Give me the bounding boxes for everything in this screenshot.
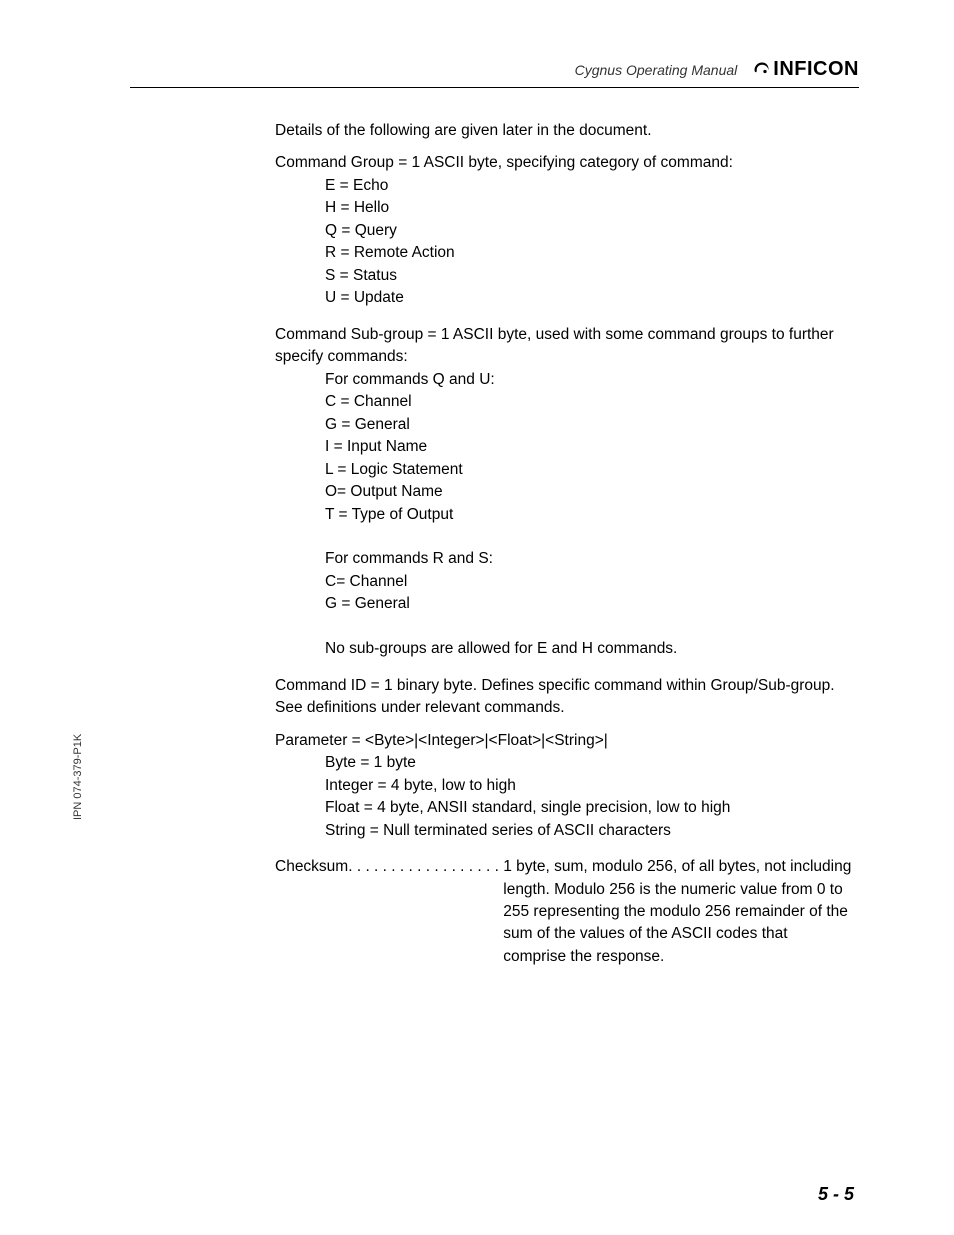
command-group-section: Command Group = 1 ASCII byte, specifying…	[275, 152, 854, 309]
parameter-item: Float = 4 byte, ANSII standard, single p…	[325, 797, 854, 819]
command-group-item: R = Remote Action	[325, 242, 854, 264]
qu-item: L = Logic Statement	[325, 459, 854, 481]
rs-item: C= Channel	[325, 571, 854, 593]
command-id-paragraph: Command ID = 1 binary byte. Defines spec…	[275, 675, 854, 720]
qu-item: O= Output Name	[325, 481, 854, 503]
rs-label: For commands R and S:	[325, 548, 854, 570]
command-group-lead: Command Group = 1 ASCII byte, specifying…	[275, 152, 854, 174]
qu-item: T = Type of Output	[325, 504, 854, 526]
command-subgroup-section: Command Sub-group = 1 ASCII byte, used w…	[275, 324, 854, 661]
command-group-item: H = Hello	[325, 197, 854, 219]
command-group-item: E = Echo	[325, 175, 854, 197]
command-subgroup-lead: Command Sub-group = 1 ASCII byte, used w…	[275, 324, 854, 369]
qu-item: I = Input Name	[325, 436, 854, 458]
rs-item: G = General	[325, 593, 854, 615]
parameter-item: String = Null terminated series of ASCII…	[325, 820, 854, 842]
checksum-section: Checksum. . . . . . . . . . . . . . . . …	[275, 856, 854, 968]
command-group-item: S = Status	[325, 265, 854, 287]
manual-title: Cygnus Operating Manual	[575, 62, 738, 78]
parameter-section: Parameter = <Byte>|<Integer>|<Float>|<St…	[275, 730, 854, 842]
parameter-lead: Parameter = <Byte>|<Integer>|<Float>|<St…	[275, 730, 854, 752]
qu-label: For commands Q and U:	[325, 369, 854, 391]
parameter-item: Byte = 1 byte	[325, 752, 854, 774]
document-ipn-label: IPN 074-379-P1K	[72, 734, 84, 820]
brand-logo: INFICON	[753, 58, 859, 81]
logo-swirl-icon	[753, 61, 771, 79]
no-subgroups-note: No sub-groups are allowed for E and H co…	[325, 638, 854, 660]
intro-paragraph: Details of the following are given later…	[275, 120, 854, 142]
qu-item: G = General	[325, 414, 854, 436]
logo-text: INFICON	[773, 58, 859, 81]
page-content: Details of the following are given later…	[275, 120, 854, 982]
checksum-label: Checksum. . . . . . . . . . . . . . . . …	[275, 856, 503, 878]
command-group-item: U = Update	[325, 287, 854, 309]
qu-item: C = Channel	[325, 391, 854, 413]
page-header: Cygnus Operating Manual INFICON	[130, 58, 859, 88]
page-number: 5 - 5	[818, 1184, 854, 1205]
command-group-item: Q = Query	[325, 220, 854, 242]
parameter-item: Integer = 4 byte, low to high	[325, 775, 854, 797]
checksum-body: 1 byte, sum, modulo 256, of all bytes, n…	[503, 856, 854, 968]
